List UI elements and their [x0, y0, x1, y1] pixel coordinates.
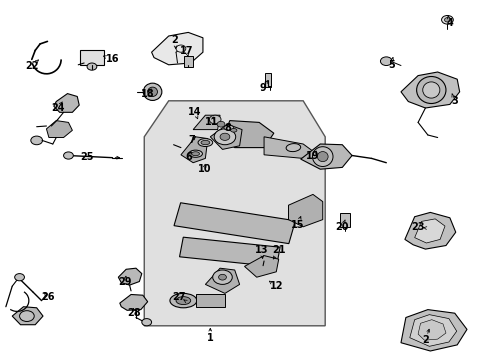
Polygon shape	[244, 256, 278, 277]
Polygon shape	[400, 72, 459, 108]
Circle shape	[217, 121, 224, 127]
Ellipse shape	[422, 82, 439, 98]
Text: 20: 20	[335, 222, 348, 232]
Text: 19: 19	[305, 150, 319, 161]
Text: 22: 22	[25, 60, 39, 71]
Polygon shape	[181, 137, 207, 163]
Text: 9: 9	[259, 83, 265, 93]
Bar	[179, 237, 280, 267]
Polygon shape	[144, 101, 325, 326]
Text: 18: 18	[141, 89, 155, 99]
Ellipse shape	[198, 139, 212, 147]
Ellipse shape	[224, 125, 233, 130]
Ellipse shape	[188, 150, 202, 157]
Text: 1: 1	[206, 333, 213, 343]
Bar	[264, 73, 271, 87]
Circle shape	[209, 115, 221, 124]
Polygon shape	[193, 115, 220, 130]
Polygon shape	[46, 121, 72, 138]
Circle shape	[441, 15, 452, 24]
Polygon shape	[118, 268, 142, 285]
Circle shape	[220, 133, 229, 140]
Circle shape	[380, 57, 391, 66]
Circle shape	[63, 152, 73, 159]
Circle shape	[31, 136, 42, 145]
Text: 7: 7	[188, 135, 195, 145]
Circle shape	[212, 270, 232, 284]
Text: 12: 12	[269, 281, 283, 291]
Text: 17: 17	[180, 46, 193, 56]
Text: 10: 10	[197, 164, 211, 174]
Ellipse shape	[191, 152, 199, 156]
Polygon shape	[400, 310, 466, 351]
Text: 15: 15	[290, 220, 304, 230]
Polygon shape	[120, 294, 147, 310]
Polygon shape	[210, 124, 242, 149]
Circle shape	[444, 18, 449, 22]
Polygon shape	[288, 194, 322, 227]
Text: 25: 25	[80, 152, 94, 162]
Polygon shape	[151, 32, 203, 65]
Text: 5: 5	[387, 60, 394, 70]
Ellipse shape	[147, 87, 157, 96]
Circle shape	[142, 319, 151, 326]
Polygon shape	[264, 137, 312, 158]
Polygon shape	[300, 144, 351, 169]
Circle shape	[87, 63, 97, 70]
Text: 28: 28	[127, 308, 141, 318]
Bar	[80, 50, 103, 65]
Text: 13: 13	[254, 245, 268, 255]
Text: 6: 6	[184, 152, 191, 162]
Circle shape	[214, 129, 235, 145]
Circle shape	[15, 274, 24, 281]
Polygon shape	[205, 268, 239, 293]
Text: 16: 16	[105, 54, 119, 64]
Circle shape	[176, 45, 185, 52]
Ellipse shape	[170, 293, 196, 308]
Ellipse shape	[230, 129, 236, 132]
Ellipse shape	[176, 297, 190, 305]
Ellipse shape	[312, 147, 332, 167]
Text: 29: 29	[118, 276, 131, 287]
Ellipse shape	[317, 152, 327, 162]
Text: 11: 11	[204, 117, 218, 127]
Text: 24: 24	[51, 103, 64, 113]
Bar	[183, 56, 192, 67]
Text: 3: 3	[450, 96, 457, 106]
Circle shape	[20, 311, 34, 321]
Bar	[195, 294, 224, 307]
Ellipse shape	[416, 77, 445, 104]
Text: 4: 4	[446, 18, 452, 28]
Text: 2: 2	[421, 335, 428, 345]
Ellipse shape	[201, 140, 209, 145]
Text: 14: 14	[187, 107, 201, 117]
Polygon shape	[409, 315, 456, 346]
Text: 2: 2	[171, 35, 178, 45]
Bar	[340, 213, 349, 227]
Text: 23: 23	[410, 222, 424, 232]
Polygon shape	[414, 219, 444, 243]
Ellipse shape	[285, 144, 300, 152]
Text: 26: 26	[41, 292, 55, 302]
Polygon shape	[12, 307, 43, 325]
Bar	[174, 203, 295, 244]
Polygon shape	[417, 320, 445, 340]
Polygon shape	[404, 212, 455, 249]
Ellipse shape	[143, 83, 162, 100]
Text: 27: 27	[172, 292, 186, 302]
Polygon shape	[222, 121, 273, 148]
Text: 21: 21	[271, 245, 285, 255]
Polygon shape	[54, 94, 79, 112]
Text: 8: 8	[224, 123, 230, 133]
Circle shape	[218, 274, 226, 280]
